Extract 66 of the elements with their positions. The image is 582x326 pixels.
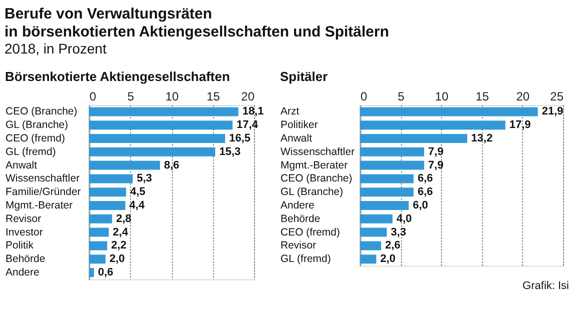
data-label: 17,4 [236, 119, 259, 132]
chart-title: Spitäler [280, 69, 328, 84]
x-tick-label: 20 [516, 90, 530, 104]
y-tick-label: Revisor [280, 240, 317, 252]
y-tick-label: Revisor [6, 212, 42, 225]
x-tick-label: 5 [398, 90, 405, 104]
x-tick-label: 15 [206, 90, 220, 104]
data-label: 17,9 [509, 119, 531, 132]
y-tick-label: Anwalt [280, 132, 312, 144]
chart-title: Börsenkotierte Aktiengesellschaften [5, 69, 230, 84]
data-label: 6,6 [418, 172, 433, 185]
x-tick-label: 10 [435, 90, 449, 104]
y-tick-label: Wissenschaftler [280, 146, 356, 158]
data-label: 2,4 [112, 226, 129, 238]
y-tick-label: Andere [280, 200, 315, 212]
text: 2018, in Prozent [4, 40, 107, 56]
data-label: 5,3 [136, 172, 152, 185]
y-tick-label: GL (fremd) [6, 146, 56, 158]
x-tick-label: 5 [127, 90, 134, 104]
y-tick-label: Investor [6, 226, 44, 238]
data-label: 2,0 [110, 253, 125, 266]
data-label: 8,6 [164, 159, 180, 172]
x-tick-label: 10 [165, 90, 179, 104]
data-label: 7,9 [428, 146, 444, 158]
x-tick-label: 20 [241, 90, 255, 104]
data-label: 13,2 [471, 132, 493, 144]
data-label: 6,6 [418, 186, 433, 198]
y-tick-label: CEO (Branche) [6, 106, 78, 118]
y-tick-label: Mgmt.-Berater [6, 200, 74, 212]
y-tick-label: Anwalt [6, 159, 38, 172]
data-label: 4,5 [130, 186, 146, 198]
data-label: 4,0 [396, 212, 412, 225]
data-label: 2,2 [111, 240, 126, 252]
data-label: 15,3 [219, 146, 241, 158]
data-label: 2,0 [380, 253, 396, 266]
y-tick-label: GL (fremd) [280, 253, 331, 266]
data-label: 3,3 [390, 226, 406, 238]
data-label: 18,1 [242, 106, 264, 118]
text: Berufe von Verwaltungsräten in börsenkotierten Aktiengesellschaften und Spitälern [4, 6, 390, 40]
x-tick-label: 0 [90, 90, 96, 104]
y-tick-label: GL (Branche) [6, 119, 68, 132]
y-tick-label: Politiker [280, 119, 318, 132]
y-tick-label: Behörde [280, 212, 320, 225]
x-tick-label: 25 [550, 90, 564, 104]
data-label: 4,4 [129, 200, 146, 212]
x-tick-label: 0 [360, 90, 368, 104]
y-tick-label: Familie/Gründer [6, 186, 82, 198]
data-label: 16,5 [229, 132, 251, 144]
data-label: 6,0 [412, 200, 428, 212]
y-tick-label: Politik [6, 240, 34, 252]
text: Grafik: Isi [522, 280, 569, 292]
y-tick-label: GL (Branche) [280, 186, 344, 198]
y-tick-label: Wissenschaftler [6, 172, 80, 185]
data-label: 0,6 [98, 266, 114, 278]
x-tick-label: 15 [476, 90, 490, 104]
y-tick-label: CEO (Branche) [280, 172, 352, 185]
data-label: 2,8 [116, 212, 132, 225]
y-tick-label: Arzt [280, 106, 300, 118]
y-tick-label: Mgmt.-Berater [280, 159, 348, 172]
y-tick-label: CEO (fremd) [280, 226, 340, 238]
data-label: 21,9 [542, 106, 564, 118]
data-label: 7,9 [428, 159, 444, 172]
y-tick-label: CEO (fremd) [6, 132, 66, 144]
y-tick-label: Andere [6, 266, 40, 278]
y-tick-label: Behörde [6, 253, 46, 266]
data-label: 2,6 [385, 240, 400, 252]
